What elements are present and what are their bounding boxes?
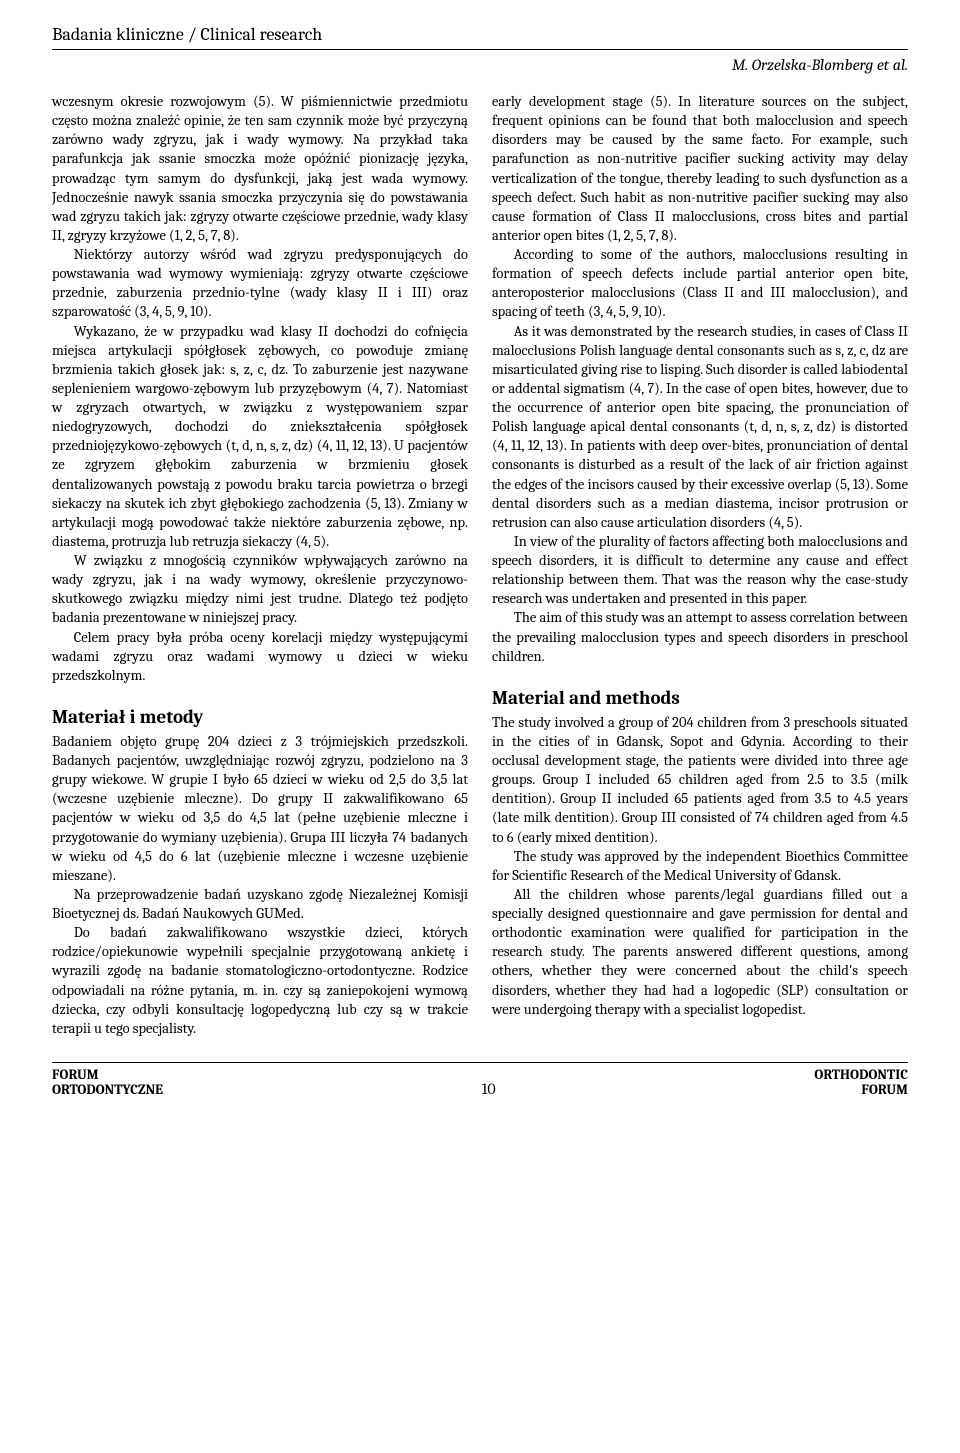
left-column: wczesnym okresie rozwojowym (5). W piśmi… [52, 92, 468, 1038]
right-column: early development stage (5). In literatu… [492, 92, 908, 1038]
para: Celem pracy była próba oceny korelacji m… [52, 628, 468, 685]
footer-left: FORUM ORTODONTYCZNE [52, 1067, 163, 1098]
para: Badaniem objęto grupę 204 dzieci z 3 tró… [52, 732, 468, 885]
page-number: 10 [482, 1080, 496, 1098]
para: Na przeprowadzenie badań uzyskano zgodę … [52, 885, 468, 923]
para: The study was approved by the independen… [492, 847, 908, 885]
section-title-left: Materiał i metody [52, 705, 468, 730]
para: According to some of the authors, malocc… [492, 245, 908, 322]
para: Do badań zakwalifikowano wszystkie dziec… [52, 923, 468, 1038]
para: Niektórzy autorzy wśród wad zgryzu predy… [52, 245, 468, 322]
para: All the children whose parents/legal gua… [492, 885, 908, 1019]
page: Badania kliniczne / Clinical research M.… [0, 0, 960, 1118]
footer-left-line1: FORUM [52, 1067, 163, 1082]
body-columns: wczesnym okresie rozwojowym (5). W piśmi… [52, 92, 908, 1038]
para: Wykazano, że w przypadku wad klasy II do… [52, 322, 468, 552]
header-author: M. Orzelska-Blomberg et al. [52, 56, 908, 74]
para: W związku z mnogością czynników wpływają… [52, 551, 468, 628]
header-title: Badania kliniczne / Clinical research [52, 24, 908, 45]
para: The study involved a group of 204 childr… [492, 713, 908, 847]
footer-left-line2: ORTODONTYCZNE [52, 1082, 163, 1097]
footer-right-line2: FORUM [814, 1082, 908, 1097]
footer-right: ORTHODONTIC FORUM [814, 1067, 908, 1098]
footer-right-line1: ORTHODONTIC [814, 1067, 908, 1082]
section-title-right: Material and methods [492, 686, 908, 711]
para: wczesnym okresie rozwojowym (5). W piśmi… [52, 92, 468, 245]
para: As it was demonstrated by the research s… [492, 322, 908, 532]
page-header: Badania kliniczne / Clinical research [52, 24, 908, 50]
para: early development stage (5). In literatu… [492, 92, 908, 245]
page-footer: FORUM ORTODONTYCZNE 10 ORTHODONTIC FORUM [52, 1062, 908, 1098]
para: The aim of this study was an attempt to … [492, 608, 908, 665]
para: In view of the plurality of factors affe… [492, 532, 908, 609]
